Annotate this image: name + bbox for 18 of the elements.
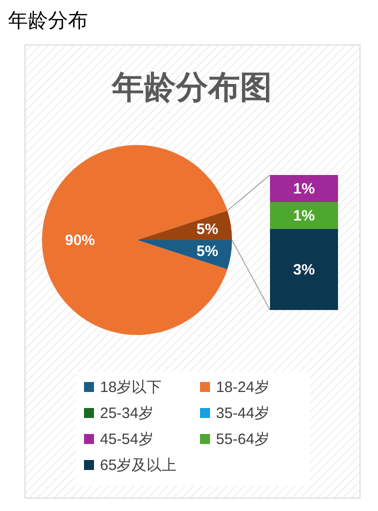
pie-slice bbox=[137, 210, 232, 240]
data-label: 1% bbox=[293, 208, 315, 224]
legend-label: 18岁以下 bbox=[100, 379, 162, 396]
legend-label: 55-64岁 bbox=[216, 431, 270, 448]
data-label: 1% bbox=[293, 180, 315, 198]
pie-slice bbox=[137, 240, 232, 270]
legend-label: 45-54岁 bbox=[100, 431, 154, 448]
pie-slice bbox=[42, 145, 228, 335]
data-label: 90% bbox=[64, 232, 96, 249]
legend-label: 65岁及以上 bbox=[100, 457, 177, 474]
data-label: 5% bbox=[196, 220, 218, 238]
chart-subtitle: 年龄分布 bbox=[8, 10, 88, 32]
legend-label: 35-44岁 bbox=[216, 405, 270, 422]
data-label: 3% bbox=[293, 262, 315, 278]
legend-label: 18-24岁 bbox=[216, 379, 270, 396]
legend-label: 25-34岁 bbox=[100, 405, 154, 422]
chart-title: 年龄分布图 bbox=[111, 69, 272, 105]
data-label: 5% bbox=[196, 243, 218, 260]
